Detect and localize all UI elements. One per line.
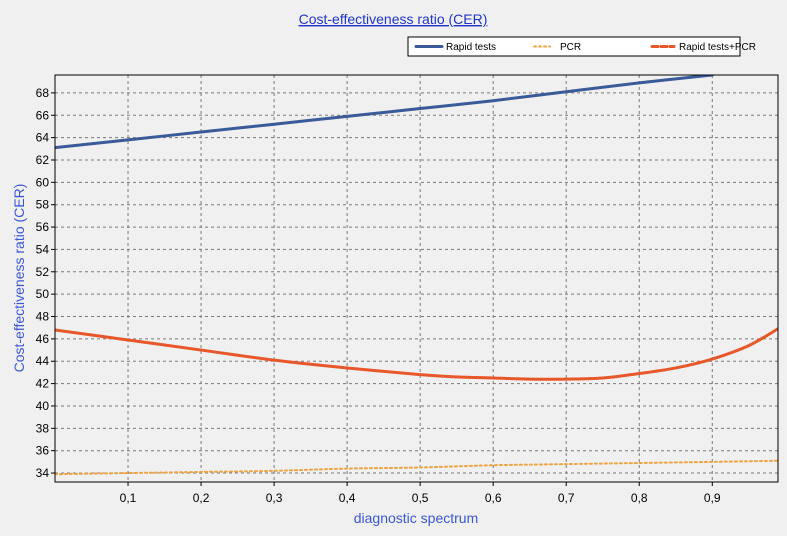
x-tick-label: 0,8 — [631, 491, 648, 505]
y-tick-label: 36 — [36, 444, 50, 458]
y-tick-label: 64 — [36, 131, 50, 145]
x-tick-label: 0,4 — [339, 491, 356, 505]
gridlines — [55, 75, 778, 482]
y-axis-title: Cost-effectiveness ratio (CER) — [11, 184, 27, 373]
y-tick-label: 34 — [36, 466, 50, 480]
x-tick-label: 0,7 — [558, 491, 575, 505]
x-axis-title: diagnostic spectrum — [354, 510, 479, 526]
x-tick-label: 0,9 — [704, 491, 721, 505]
x-tick-label: 0,3 — [266, 491, 283, 505]
y-tick-label: 60 — [36, 175, 50, 189]
y-tick-label: 52 — [36, 265, 50, 279]
y-tick-label: 54 — [36, 242, 50, 256]
y-tick-label: 38 — [36, 421, 50, 435]
legend-box — [407, 36, 741, 57]
x-tick-label: 0,2 — [193, 491, 210, 505]
y-tick-label: 56 — [36, 220, 50, 234]
legend: Rapid tests PCR Rapid tests+PCR — [407, 36, 756, 57]
legend-label-rapid-tests: Rapid tests — [446, 42, 496, 53]
y-tick-label: 68 — [36, 86, 50, 100]
y-tick-label: 66 — [36, 108, 50, 122]
y-tick-label: 42 — [36, 377, 50, 391]
y-tick-label: 58 — [36, 198, 50, 212]
plot-area — [55, 75, 778, 482]
legend-label-pcr: PCR — [560, 42, 581, 53]
y-tick-label: 50 — [36, 287, 50, 301]
x-tick-label: 0,6 — [485, 491, 502, 505]
plot-border — [54, 74, 779, 483]
chart-title[interactable]: Cost-effectiveness ratio (CER) — [299, 11, 488, 27]
x-tick-label: 0,5 — [412, 491, 429, 505]
series-line-rapid-tests — [55, 75, 714, 150]
y-tick-label: 48 — [36, 310, 50, 324]
y-tick-label: 40 — [36, 399, 50, 413]
y-tick-label: 44 — [36, 354, 50, 368]
y-tick-label: 62 — [36, 153, 50, 167]
y-tick-label: 46 — [36, 332, 50, 346]
x-tick-label: 0,1 — [120, 491, 137, 505]
series-layer — [55, 75, 778, 476]
series-line-pcr — [55, 459, 778, 476]
legend-label-rapid-tests-pcr: Rapid tests+PCR — [679, 42, 756, 53]
series-line-rapid-tests-pcr — [55, 327, 778, 381]
axis-ticks: 34 36 38 40 42 44 46 48 50 52 54 56 58 60 62 64 66 68 0,1 0… — [36, 86, 721, 505]
